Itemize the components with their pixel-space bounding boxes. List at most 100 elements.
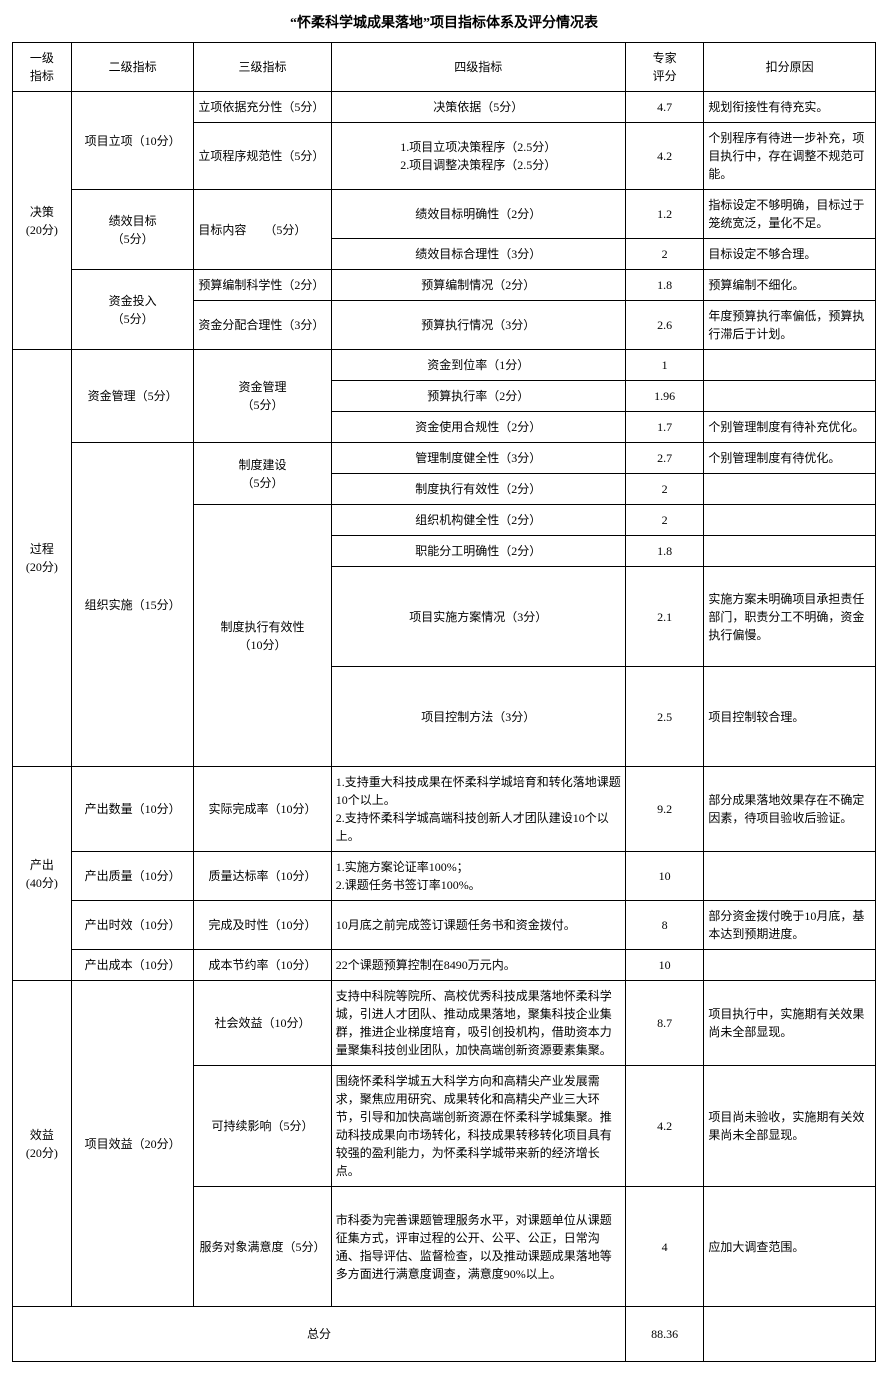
l1-output: 产出(40分)	[13, 767, 72, 981]
reason-cell: 实施方案未明确项目承担责任部门，职责分工不明确，资金执行偏慢。	[704, 567, 876, 667]
l3-cell: 目标内容 （5分）	[194, 190, 331, 270]
l2-cell: 产出数量（10分）	[71, 767, 194, 852]
reason-cell: 部分资金拨付晚于10月底，基本达到预期进度。	[704, 901, 876, 950]
reason-cell: 项目执行中，实施期有关效果尚未全部显现。	[704, 981, 876, 1066]
l3-cell: 服务对象满意度（5分）	[194, 1187, 331, 1307]
l4-cell: 围绕怀柔科学城五大科学方向和高精尖产业发展需求，聚焦应用研究、成果转化和高精尖产…	[331, 1066, 625, 1187]
total-score: 88.36	[625, 1307, 703, 1362]
l3-cell: 质量达标率（10分）	[194, 852, 331, 901]
score-cell: 2.5	[625, 667, 703, 767]
l4-cell: 决策依据（5分）	[331, 92, 625, 123]
score-cell: 10	[625, 852, 703, 901]
header-l3: 三级指标	[194, 43, 331, 92]
l2-cell: 组织实施（15分）	[71, 443, 194, 767]
score-cell: 4.7	[625, 92, 703, 123]
score-cell: 1.8	[625, 536, 703, 567]
table-row: 产出时效（10分） 完成及时性（10分） 10月底之前完成签订课题任务书和资金拨…	[13, 901, 876, 950]
score-cell: 8	[625, 901, 703, 950]
l3-cell: 预算编制科学性（2分）	[194, 270, 331, 301]
header-score: 专家评分	[625, 43, 703, 92]
l2-cell: 产出时效（10分）	[71, 901, 194, 950]
reason-cell: 年度预算执行率偏低，预算执行滞后于计划。	[704, 301, 876, 350]
total-reason	[704, 1307, 876, 1362]
l2-cell: 产出成本（10分）	[71, 950, 194, 981]
l4-cell: 22个课题预算控制在8490万元内。	[331, 950, 625, 981]
l4-cell: 市科委为完善课题管理服务水平，对课题单位从课题征集方式，评审过程的公开、公平、公…	[331, 1187, 625, 1307]
l3-cell: 实际完成率（10分）	[194, 767, 331, 852]
score-cell: 8.7	[625, 981, 703, 1066]
reason-cell: 项目控制较合理。	[704, 667, 876, 767]
reason-cell	[704, 474, 876, 505]
total-label: 总分	[13, 1307, 626, 1362]
page-title: “怀柔科学城成果落地”项目指标体系及评分情况表	[12, 12, 876, 32]
l3-cell: 资金分配合理性（3分）	[194, 301, 331, 350]
l3-cell: 可持续影响（5分）	[194, 1066, 331, 1187]
reason-cell: 个别程序有待进一步补充，项目执行中，存在调整不规范可能。	[704, 123, 876, 190]
score-cell: 4.2	[625, 123, 703, 190]
score-cell: 4.2	[625, 1066, 703, 1187]
table-row: 产出成本（10分） 成本节约率（10分） 22个课题预算控制在8490万元内。 …	[13, 950, 876, 981]
total-row: 总分 88.36	[13, 1307, 876, 1362]
l2-cell: 资金管理（5分）	[71, 350, 194, 443]
reason-cell: 指标设定不够明确，目标过于笼统宽泛，量化不足。	[704, 190, 876, 239]
l3-cell: 资金管理（5分）	[194, 350, 331, 443]
l1-benefit: 效益(20分)	[13, 981, 72, 1307]
l2-cell: 资金投入（5分）	[71, 270, 194, 350]
score-cell: 2.1	[625, 567, 703, 667]
l4-cell: 绩效目标明确性（2分）	[331, 190, 625, 239]
l3-cell: 立项依据充分性（5分）	[194, 92, 331, 123]
l4-cell: 绩效目标合理性（3分）	[331, 239, 625, 270]
table-row: 组织实施（15分） 制度建设（5分） 管理制度健全性（3分） 2.7 个别管理制…	[13, 443, 876, 474]
reason-cell	[704, 950, 876, 981]
score-cell: 9.2	[625, 767, 703, 852]
score-cell: 1.2	[625, 190, 703, 239]
l4-cell: 预算执行情况（3分）	[331, 301, 625, 350]
l4-cell: 职能分工明确性（2分）	[331, 536, 625, 567]
table-row: 产出质量（10分） 质量达标率（10分） 1.实施方案论证率100%；2.课题任…	[13, 852, 876, 901]
score-cell: 1.7	[625, 412, 703, 443]
l4-cell: 资金使用合规性（2分）	[331, 412, 625, 443]
l3-cell: 制度建设（5分）	[194, 443, 331, 505]
score-cell: 2	[625, 505, 703, 536]
l3-cell: 完成及时性（10分）	[194, 901, 331, 950]
l4-cell: 支持中科院等院所、高校优秀科技成果落地怀柔科学城，引进人才团队、推动成果落地，聚…	[331, 981, 625, 1066]
reason-cell: 目标设定不够合理。	[704, 239, 876, 270]
table-row: 绩效目标（5分） 目标内容 （5分） 绩效目标明确性（2分） 1.2 指标设定不…	[13, 190, 876, 239]
l4-cell: 制度执行有效性（2分）	[331, 474, 625, 505]
reason-cell	[704, 852, 876, 901]
l1-decision: 决策(20分)	[13, 92, 72, 350]
reason-cell: 规划衔接性有待充实。	[704, 92, 876, 123]
l4-cell: 组织机构健全性（2分）	[331, 505, 625, 536]
l4-cell: 10月底之前完成签订课题任务书和资金拨付。	[331, 901, 625, 950]
reason-cell: 部分成果落地效果存在不确定因素，待项目验收后验证。	[704, 767, 876, 852]
l3-cell: 立项程序规范性（5分）	[194, 123, 331, 190]
l3-cell: 成本节约率（10分）	[194, 950, 331, 981]
reason-cell	[704, 505, 876, 536]
l3-cell: 制度执行有效性（10分）	[194, 505, 331, 767]
score-cell: 2.6	[625, 301, 703, 350]
table-header-row: 一级指标 二级指标 三级指标 四级指标 专家评分 扣分原因	[13, 43, 876, 92]
l4-cell: 项目控制方法（3分）	[331, 667, 625, 767]
l4-cell: 1.实施方案论证率100%；2.课题任务书签订率100%。	[331, 852, 625, 901]
table-row: 资金投入（5分） 预算编制科学性（2分） 预算编制情况（2分） 1.8 预算编制…	[13, 270, 876, 301]
score-cell: 1.96	[625, 381, 703, 412]
score-cell: 2	[625, 474, 703, 505]
header-reason: 扣分原因	[704, 43, 876, 92]
score-cell: 1.8	[625, 270, 703, 301]
l1-process: 过程(20分)	[13, 350, 72, 767]
l4-cell: 1.项目立项决策程序（2.5分）2.项目调整决策程序（2.5分）	[331, 123, 625, 190]
l2-cell: 产出质量（10分）	[71, 852, 194, 901]
table-row: 过程(20分) 资金管理（5分） 资金管理（5分） 资金到位率（1分） 1	[13, 350, 876, 381]
l4-cell: 资金到位率（1分）	[331, 350, 625, 381]
reason-cell: 个别管理制度有待补充优化。	[704, 412, 876, 443]
reason-cell	[704, 350, 876, 381]
l4-cell: 预算执行率（2分）	[331, 381, 625, 412]
reason-cell	[704, 536, 876, 567]
score-cell: 10	[625, 950, 703, 981]
l3-cell: 社会效益（10分）	[194, 981, 331, 1066]
header-l2: 二级指标	[71, 43, 194, 92]
l2-cell: 项目立项（10分）	[71, 92, 194, 190]
reason-cell: 应加大调查范围。	[704, 1187, 876, 1307]
reason-cell	[704, 381, 876, 412]
header-l1: 一级指标	[13, 43, 72, 92]
